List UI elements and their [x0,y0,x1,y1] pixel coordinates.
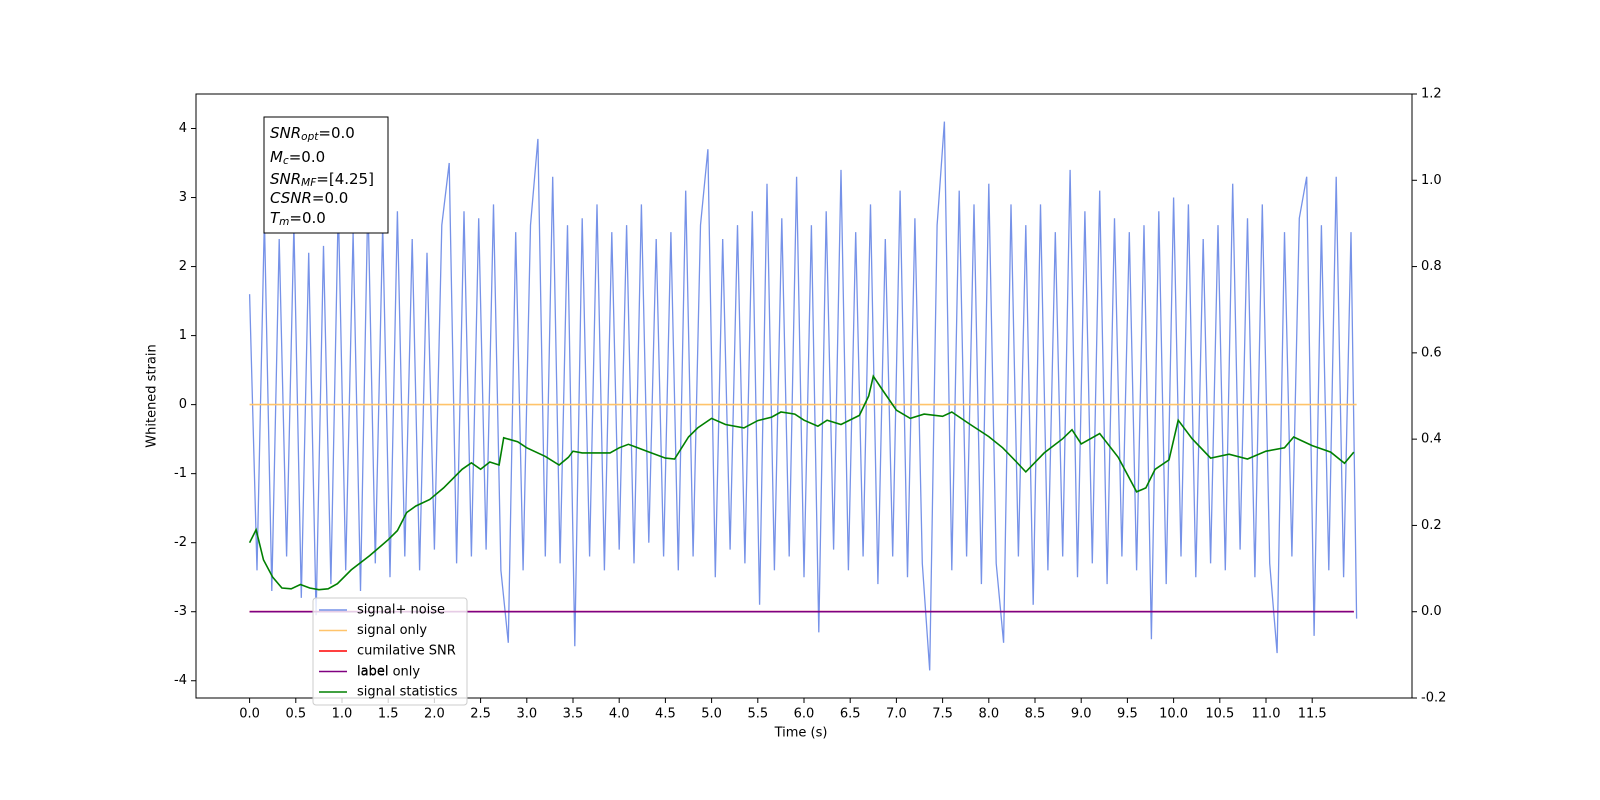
y-tick-label: -2 [174,535,187,550]
annotation-subscript: opt [301,131,319,143]
annotation-box: SNRopt=0.0Mc=0.0SNRMF=[4.25]CSNR=0.0Tm=0… [263,116,389,234]
series-line [248,374,1355,591]
annotation-value: =0.0 [289,209,325,227]
y2-tick-label: 1.2 [1421,87,1442,102]
y2-tick-label: 1.0 [1421,173,1442,188]
series-line [248,121,1358,671]
x-tick-label: 9.0 [1071,707,1092,722]
y2-tick-label: -0.2 [1421,691,1446,706]
annotation-symbol: CSNR [270,189,312,207]
y-axis-label: Whitened strain [145,344,160,447]
y2-tick-label: 0.2 [1421,518,1442,533]
x-tick-label: 3.0 [516,707,537,722]
annotation-symbol: M [270,148,283,166]
x-tick-label: 1.5 [378,707,399,722]
legend-hidden-label: label only [357,665,420,680]
annotation-frame [263,116,389,234]
legend-label: label [357,664,388,679]
x-tick-label: 8.5 [1025,707,1046,722]
legend: label only signal+ noise signal only cumila… [312,597,468,706]
annotation-value: =0.0 [318,124,354,142]
x-tick-label: 10.0 [1159,707,1188,722]
x-tick-label: 11.0 [1252,707,1281,722]
annotation-subscript: c [283,155,289,167]
x-tick-label: 8.0 [978,707,999,722]
annotation-symbol: SNR [270,124,301,142]
annotation-line: SNRMF=[4.25] [270,170,374,190]
x-tick-label: 2.5 [470,707,491,722]
legend-label: signal statistics [357,685,458,700]
x-tick-label: 2.0 [424,707,445,722]
annotation-line: CSNR=0.0 [270,189,348,207]
y-tick-label: -1 [174,466,187,481]
y-tick-label: 0 [179,397,187,412]
x-axis-label: Time (s) [774,726,828,741]
annotation-line: SNRopt=0.0 [270,124,355,144]
x-tick-label: 10.5 [1205,707,1234,722]
y2-tick-label: 0.4 [1421,432,1442,447]
y-tick-label: 2 [179,259,187,274]
annotation-subscript: m [279,216,289,228]
y2-tick-label: 0.8 [1421,259,1442,274]
annotation-symbol: T [270,209,281,227]
annotation-line: Mc=0.0 [270,148,325,168]
legend-frame [312,597,468,706]
legend-label: signal+ noise [357,603,445,618]
x-tick-label: 0.0 [239,707,260,722]
y-tick-label: 4 [179,121,187,136]
x-tick-label: 4.0 [609,707,630,722]
y2-tick-label: 0.0 [1421,604,1442,619]
legend-label: cumilative SNR [357,644,456,659]
x-tick-label: 5.0 [701,707,722,722]
x-tick-label: 4.5 [655,707,676,722]
annotation-subscript: MF [301,177,317,189]
legend-label: signal only [357,623,427,638]
x-tick-label: 9.5 [1117,707,1138,722]
y-tick-label: -4 [174,673,187,688]
annotation-value: =[4.25] [316,170,374,188]
x-tick-label: 7.0 [886,707,907,722]
annotation-line: Tm=0.0 [270,209,326,229]
x-tick-label: 6.0 [794,707,815,722]
annotation-value: =0.0 [289,148,325,166]
x-tick-label: 6.5 [840,707,861,722]
y-tick-label: 3 [179,190,187,205]
annotation-symbol: SNR [270,170,301,188]
annotation-value: =0.0 [312,189,348,207]
y-tick-label: -3 [174,604,187,619]
y-tick-label: 1 [179,328,187,343]
x-tick-label: 1.0 [332,707,353,722]
x-tick-label: 5.5 [747,707,768,722]
x-tick-label: 0.5 [285,707,306,722]
x-tick-label: 11.5 [1298,707,1327,722]
y2-tick-label: 0.6 [1421,345,1442,360]
x-tick-label: 3.5 [563,707,584,722]
x-tick-label: 7.5 [932,707,953,722]
